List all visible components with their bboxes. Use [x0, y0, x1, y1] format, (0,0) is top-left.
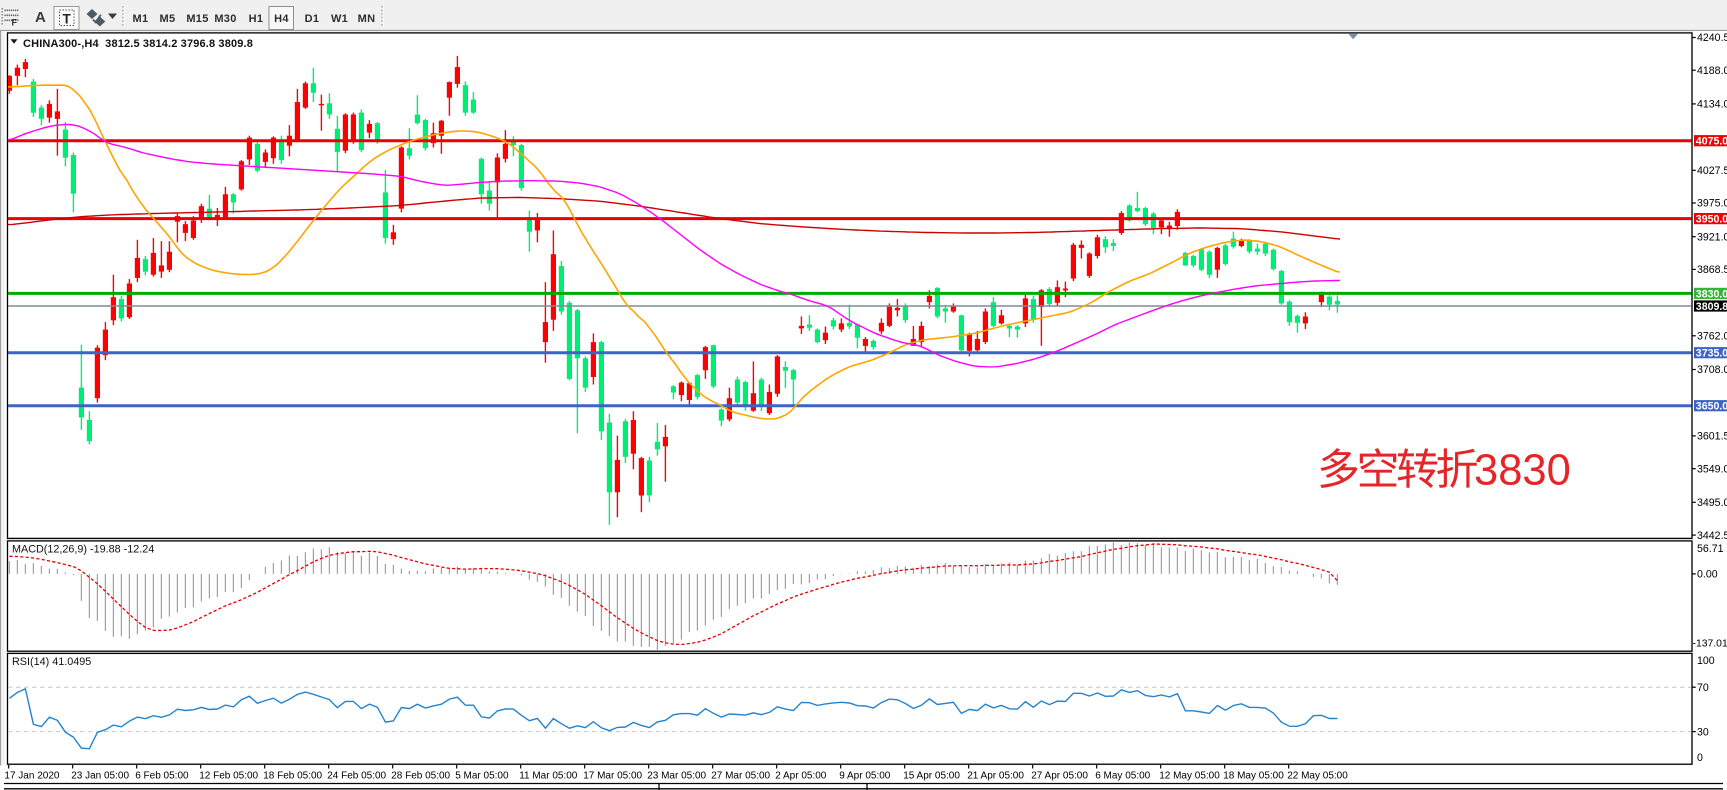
- svg-text:3868.5: 3868.5: [1697, 264, 1727, 276]
- svg-text:2 Apr 05:00: 2 Apr 05:00: [775, 771, 827, 782]
- svg-text:3830: 3830: [1474, 447, 1571, 495]
- svg-text:3762.0: 3762.0: [1697, 331, 1727, 343]
- svg-text:-137.01: -137.01: [1693, 639, 1727, 650]
- svg-text:M30: M30: [214, 13, 236, 25]
- svg-text:22 May 05:00: 22 May 05:00: [1287, 771, 1348, 782]
- svg-text:100: 100: [1697, 655, 1715, 667]
- svg-text:70: 70: [1697, 682, 1709, 694]
- svg-text:3650.0: 3650.0: [1696, 401, 1727, 413]
- svg-text:3809.8: 3809.8: [1696, 301, 1727, 313]
- svg-text:12 Feb 05:00: 12 Feb 05:00: [199, 771, 258, 782]
- svg-text:M5: M5: [160, 13, 176, 25]
- svg-text:H4: H4: [274, 13, 289, 25]
- svg-text:28 Feb 05:00: 28 Feb 05:00: [391, 771, 450, 782]
- svg-text:27 Mar 05:00: 27 Mar 05:00: [711, 771, 770, 782]
- svg-text:11 Mar 05:00: 11 Mar 05:00: [519, 771, 578, 782]
- svg-text:T: T: [63, 12, 72, 27]
- svg-text:W1: W1: [331, 13, 348, 25]
- svg-text:3442.5: 3442.5: [1697, 530, 1727, 542]
- svg-text:0.00: 0.00: [1697, 569, 1718, 581]
- svg-text:18 May 05:00: 18 May 05:00: [1223, 771, 1284, 782]
- svg-text:56.71: 56.71: [1697, 543, 1724, 555]
- svg-text:4134.0: 4134.0: [1697, 99, 1727, 111]
- svg-text:3735.0: 3735.0: [1696, 348, 1727, 360]
- svg-text:9 Apr 05:00: 9 Apr 05:00: [839, 771, 891, 782]
- svg-text:0: 0: [1697, 752, 1703, 764]
- svg-text:M1: M1: [133, 13, 149, 25]
- svg-text:3975.0: 3975.0: [1697, 198, 1727, 210]
- svg-text:6 May 05:00: 6 May 05:00: [1095, 771, 1150, 782]
- svg-text:3950.0: 3950.0: [1696, 214, 1727, 226]
- svg-text:3549.0: 3549.0: [1697, 463, 1727, 475]
- svg-text:M15: M15: [186, 13, 208, 25]
- svg-text:18 Feb 05:00: 18 Feb 05:00: [263, 771, 322, 782]
- svg-text:RSI(14) 41.0495: RSI(14) 41.0495: [12, 656, 91, 668]
- svg-text:5 Mar 05:00: 5 Mar 05:00: [455, 771, 509, 782]
- svg-text:4240.5: 4240.5: [1697, 32, 1727, 44]
- svg-text:4027.5: 4027.5: [1697, 165, 1727, 177]
- svg-text:6 Feb 05:00: 6 Feb 05:00: [135, 771, 189, 782]
- svg-text:30: 30: [1697, 726, 1709, 738]
- svg-text:3921.0: 3921.0: [1697, 231, 1727, 243]
- svg-text:27 Apr 05:00: 27 Apr 05:00: [1031, 771, 1088, 782]
- svg-text:24 Feb 05:00: 24 Feb 05:00: [327, 771, 386, 782]
- svg-text:17 Jan 2020: 17 Jan 2020: [4, 771, 59, 782]
- svg-text:23 Jan 05:00: 23 Jan 05:00: [71, 771, 129, 782]
- svg-text:A: A: [35, 9, 46, 26]
- svg-text:21 Apr 05:00: 21 Apr 05:00: [967, 771, 1024, 782]
- svg-text:3495.0: 3495.0: [1697, 497, 1727, 509]
- svg-text:3601.5: 3601.5: [1697, 431, 1727, 443]
- svg-text:H1: H1: [249, 13, 264, 25]
- svg-text:MN: MN: [358, 13, 376, 25]
- svg-text:15 Apr 05:00: 15 Apr 05:00: [903, 771, 960, 782]
- svg-text:MACD(12,26,9) -19.88 -12.24: MACD(12,26,9) -19.88 -12.24: [12, 544, 154, 556]
- svg-text:3708.0: 3708.0: [1697, 364, 1727, 376]
- svg-text:17 Mar 05:00: 17 Mar 05:00: [583, 771, 642, 782]
- svg-text:4075.0: 4075.0: [1696, 136, 1727, 148]
- svg-text:D1: D1: [305, 13, 320, 25]
- svg-text:CHINA300-,H4 3812.5 3814.2 37: CHINA300-,H4 3812.5 3814.2 3796.8 3809.8: [23, 38, 253, 50]
- svg-text:23 Mar 05:00: 23 Mar 05:00: [647, 771, 706, 782]
- svg-text:4188.0: 4188.0: [1697, 65, 1727, 77]
- svg-text:12 May 05:00: 12 May 05:00: [1159, 771, 1220, 782]
- svg-text:3830.0: 3830.0: [1696, 288, 1727, 300]
- svg-text:F: F: [12, 18, 18, 28]
